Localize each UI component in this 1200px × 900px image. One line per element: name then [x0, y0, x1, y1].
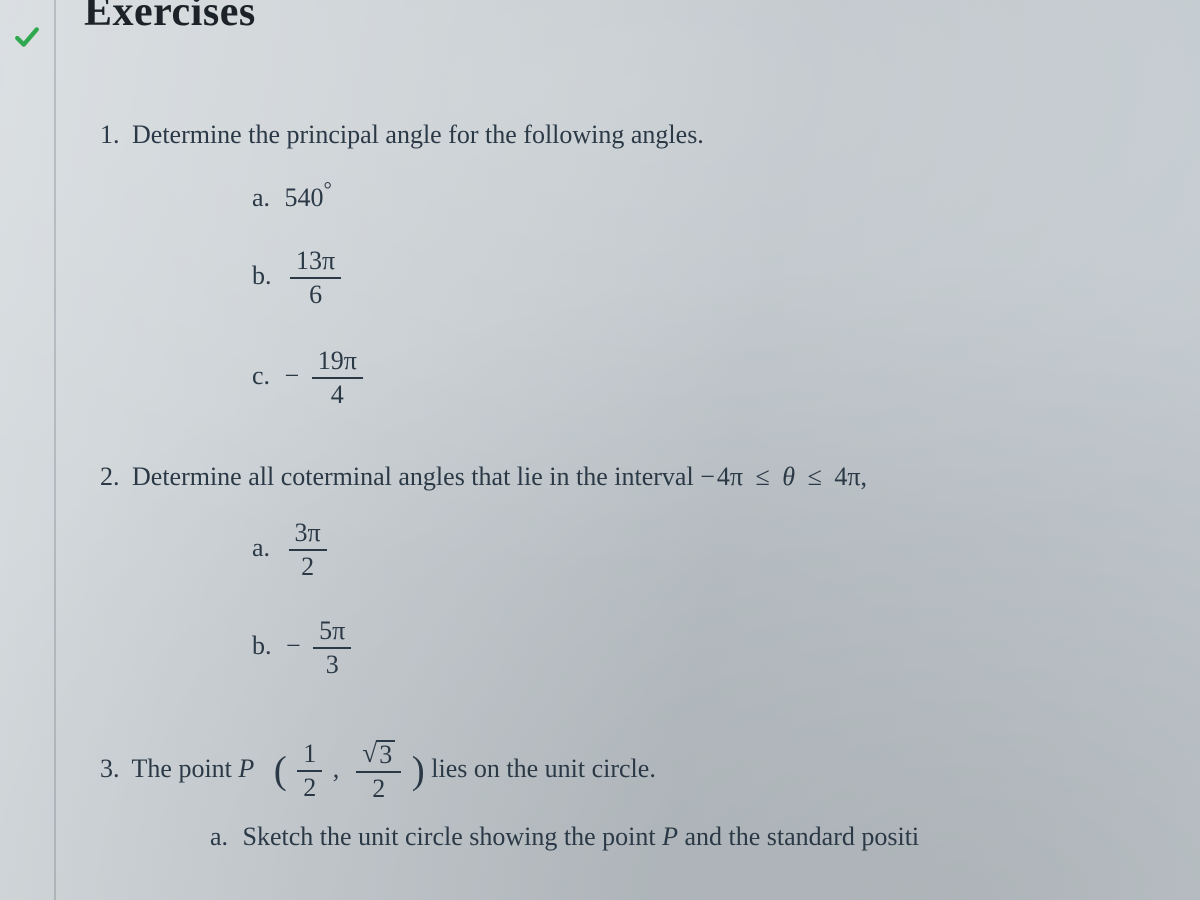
page-content: Exercises 1. Determine the principal ang…	[80, 0, 1200, 900]
q3a-text: Sketch the unit circle showing the point	[243, 822, 663, 851]
q1-text: Determine the principal angle for the fo…	[132, 120, 704, 149]
q2a-den: 2	[295, 554, 320, 580]
q1c-den: 4	[325, 382, 350, 408]
q1c-fraction: 19π 4	[312, 348, 363, 408]
fraction-bar	[289, 549, 327, 551]
q3a-point-var: P	[662, 822, 678, 851]
q2-trail: ,	[860, 462, 867, 491]
q1b-den: 6	[303, 282, 328, 308]
q2a-fraction: 3π 2	[289, 520, 327, 580]
q3-y-radicand: 3	[376, 740, 395, 768]
leq-icon: ≤	[808, 462, 822, 491]
q3-x-den: 2	[297, 775, 322, 801]
q2-high: 4π	[834, 462, 860, 491]
q3a-text2: and the standard positi	[684, 822, 919, 851]
q2-item-b: b. − 5π 3	[252, 618, 355, 678]
lparen-icon: (	[274, 749, 287, 792]
question-1: 1. Determine the principal angle for the…	[100, 120, 704, 150]
q3-y-num: √ 3	[356, 740, 401, 768]
radical-icon: √	[362, 740, 377, 767]
rparen-icon: )	[412, 749, 425, 792]
q1b-num: 13π	[290, 248, 341, 274]
question-2: 2. Determine all coterminal angles that …	[100, 462, 867, 492]
q3-text-post: lies on the unit circle.	[431, 754, 656, 783]
q2b-fraction: 5π 3	[313, 618, 351, 678]
q2-item-a: a. 3π 2	[252, 520, 331, 580]
q3-y-den: 2	[366, 776, 391, 802]
q3-space	[261, 754, 268, 783]
q3-y-fraction: √ 3 2	[356, 740, 401, 802]
q2-low-sign: −	[700, 462, 715, 491]
fraction-bar	[297, 770, 322, 772]
q2a-label: a.	[252, 533, 270, 562]
q2-low: 4π	[717, 462, 743, 491]
q1c-sign: −	[285, 361, 300, 390]
question-3: 3. The point P ( 1 2 , √ 3 2 ) lies on t…	[100, 740, 656, 802]
q3-point-var: P	[238, 754, 254, 783]
comma: ,	[333, 754, 346, 783]
fraction-bar	[313, 647, 351, 649]
q1c-num: 19π	[312, 348, 363, 374]
q2-var: θ	[782, 462, 795, 491]
leq-icon: ≤	[756, 462, 770, 491]
check-icon	[14, 24, 40, 50]
q2a-num: 3π	[289, 520, 327, 546]
q1a-value: 540	[285, 183, 332, 212]
left-gutter	[0, 0, 56, 900]
q2b-label: b.	[252, 631, 272, 660]
q3-number: 3.	[100, 754, 120, 783]
q2b-den: 3	[320, 652, 345, 678]
q1-item-b: b. 13π 6	[252, 248, 345, 308]
q1c-label: c.	[252, 361, 270, 390]
q3-x-fraction: 1 2	[297, 741, 322, 801]
fraction-bar	[312, 377, 363, 379]
q3a-label: a.	[210, 822, 228, 851]
q1-item-a: a. 540	[252, 178, 332, 213]
q1-number: 1.	[100, 120, 120, 149]
sqrt-icon: √ 3	[362, 740, 395, 768]
section-heading: Exercises	[84, 0, 256, 36]
q2b-sign: −	[286, 631, 301, 660]
q2-text-pre: Determine all coterminal angles that lie…	[132, 462, 700, 491]
q3-text-pre: The point	[132, 754, 239, 783]
q1-item-c: c. − 19π 4	[252, 348, 367, 408]
fraction-bar	[356, 771, 401, 773]
q2-number: 2.	[100, 462, 120, 491]
q1b-fraction: 13π 6	[290, 248, 341, 308]
q3-item-a: a. Sketch the unit circle showing the po…	[210, 822, 919, 852]
q1b-label: b.	[252, 261, 272, 290]
q1a-label: a.	[252, 183, 270, 212]
fraction-bar	[290, 277, 341, 279]
q2b-num: 5π	[313, 618, 351, 644]
q3-x-num: 1	[297, 741, 322, 767]
